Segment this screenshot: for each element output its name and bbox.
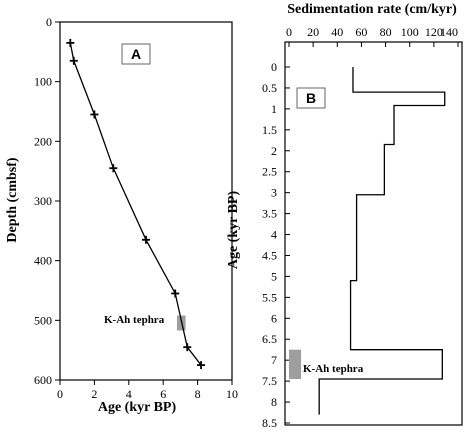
panel-b-x-tick-label: 0	[286, 25, 292, 39]
panel-b-y-tick-label: 0	[271, 60, 277, 74]
panel-a-series-line	[69, 42, 202, 366]
panel-b-y-tick-label: 0.5	[262, 81, 277, 95]
panel-a-y-axis: 0 100 200 300 400 500 600	[34, 15, 60, 387]
panel-b-y-tick-label: 3.5	[262, 207, 277, 221]
panel-b-y-tick-label: 2	[271, 144, 277, 158]
panel-b-y-tick-label: 6	[271, 311, 277, 325]
panel-b-x-tick-label: 120	[425, 25, 443, 39]
panel-a-markers	[66, 38, 206, 370]
panel-a-y-tick-label: 400	[34, 254, 52, 268]
panel-b-series-step-line	[318, 67, 446, 415]
panel-b-y-tick-label: 4.5	[262, 248, 277, 262]
panel-a-y-tick-label: 300	[34, 194, 52, 208]
panel-a-data-point	[66, 38, 75, 47]
panel-b-plot-frame	[284, 41, 463, 426]
panel-b-x-tick-label: 140	[440, 25, 458, 39]
panel-b-y-tick-label: 1	[271, 102, 277, 116]
panel-b-y-tick-label: 5.5	[262, 290, 277, 304]
panel-b-y-tick-label: 1.5	[262, 123, 277, 137]
panel-a-y-tick-label: 600	[34, 373, 52, 387]
panel-a-tephra-label: K-Ah tephra	[104, 314, 165, 326]
panel-b-y-tick-label: 6.5	[262, 332, 277, 346]
panel-a-data-point	[142, 235, 150, 244]
panel-b-label-box	[296, 87, 326, 109]
panel-a-label-box	[121, 43, 151, 65]
panel-a-data-point	[69, 56, 78, 65]
panel-a-x-tick-label: 0	[57, 387, 63, 401]
panel-b-x-axis-title: Sedimentation rate (cm/kyr)	[287, 2, 457, 17]
panel-b-y-tick-label: 5	[271, 269, 277, 283]
panel-b-x-tick-label: 80	[380, 25, 392, 39]
panel-a-y-tick-label: 0	[46, 15, 52, 29]
panel-a-y-axis-title: Depth (cmbsf)	[5, 157, 20, 242]
panel-b-y-tick-label: 4	[271, 228, 277, 242]
panel-a-y-tick-label: 100	[34, 75, 52, 89]
panel-b-tephra-label: K-Ah tephra	[303, 363, 364, 375]
panel-b-y-tick-label: 8	[271, 395, 277, 409]
panel-b-y-axis-title: Age (kyr BP)	[226, 191, 241, 270]
panel-a-x-tick-label: 2	[91, 387, 97, 401]
panel-b-y-tick-label: 8.5	[262, 416, 277, 430]
panel-a-x-tick-label: 4	[126, 387, 132, 401]
panel-b-x-tick-label: 100	[401, 25, 419, 39]
panel-a-x-axis-title: Age (kyr BP)	[98, 400, 177, 415]
panel-a-x-tick-label: 6	[160, 387, 166, 401]
panel-b-label: B	[306, 90, 316, 106]
panel-a-data-point	[171, 289, 180, 298]
panel-a-label: A	[131, 46, 141, 62]
panel-b-y-tick-label: 3	[271, 186, 277, 200]
panel-b-y-tick-label: 2.5	[262, 165, 277, 179]
panel-a-data-point	[109, 164, 118, 173]
panel-a-y-tick-label: 200	[34, 134, 52, 148]
panel-b-x-tick-label: 20	[307, 25, 319, 39]
panel-a-plot-frame	[59, 21, 233, 381]
panel-a-y-tick-label: 500	[34, 313, 52, 327]
panel-b-x-tick-label: 40	[331, 25, 343, 39]
panel-a-data-point	[90, 110, 99, 119]
panel-a-x-tick-label: 8	[195, 387, 201, 401]
panel-a-x-tick-label: 10	[226, 387, 238, 401]
panel-b-y-tick-label: 7	[271, 353, 277, 367]
panel-b-y-tick-label: 7.5	[262, 374, 277, 388]
panel-b: 0 0.5 1 1.5 2 2.5 3 3.5 4 4.5 5 5.5 6 6.5 7 7.5 8 8.5 0 20…	[226, 2, 463, 430]
panel-a-data-point	[197, 361, 206, 370]
panel-b-x-tick-label: 60	[355, 25, 367, 39]
panel-b-y-axis: 0 0.5 1 1.5 2 2.5 3 3.5 4 4.5 5 5.5 6 6.5 7 7.5 8 8.5	[262, 60, 290, 430]
panel-a-x-axis: 0 2 4 6 8 10	[57, 380, 238, 401]
panel-b-tephra-bar	[289, 349, 302, 380]
panel-a-data-point	[183, 343, 192, 352]
